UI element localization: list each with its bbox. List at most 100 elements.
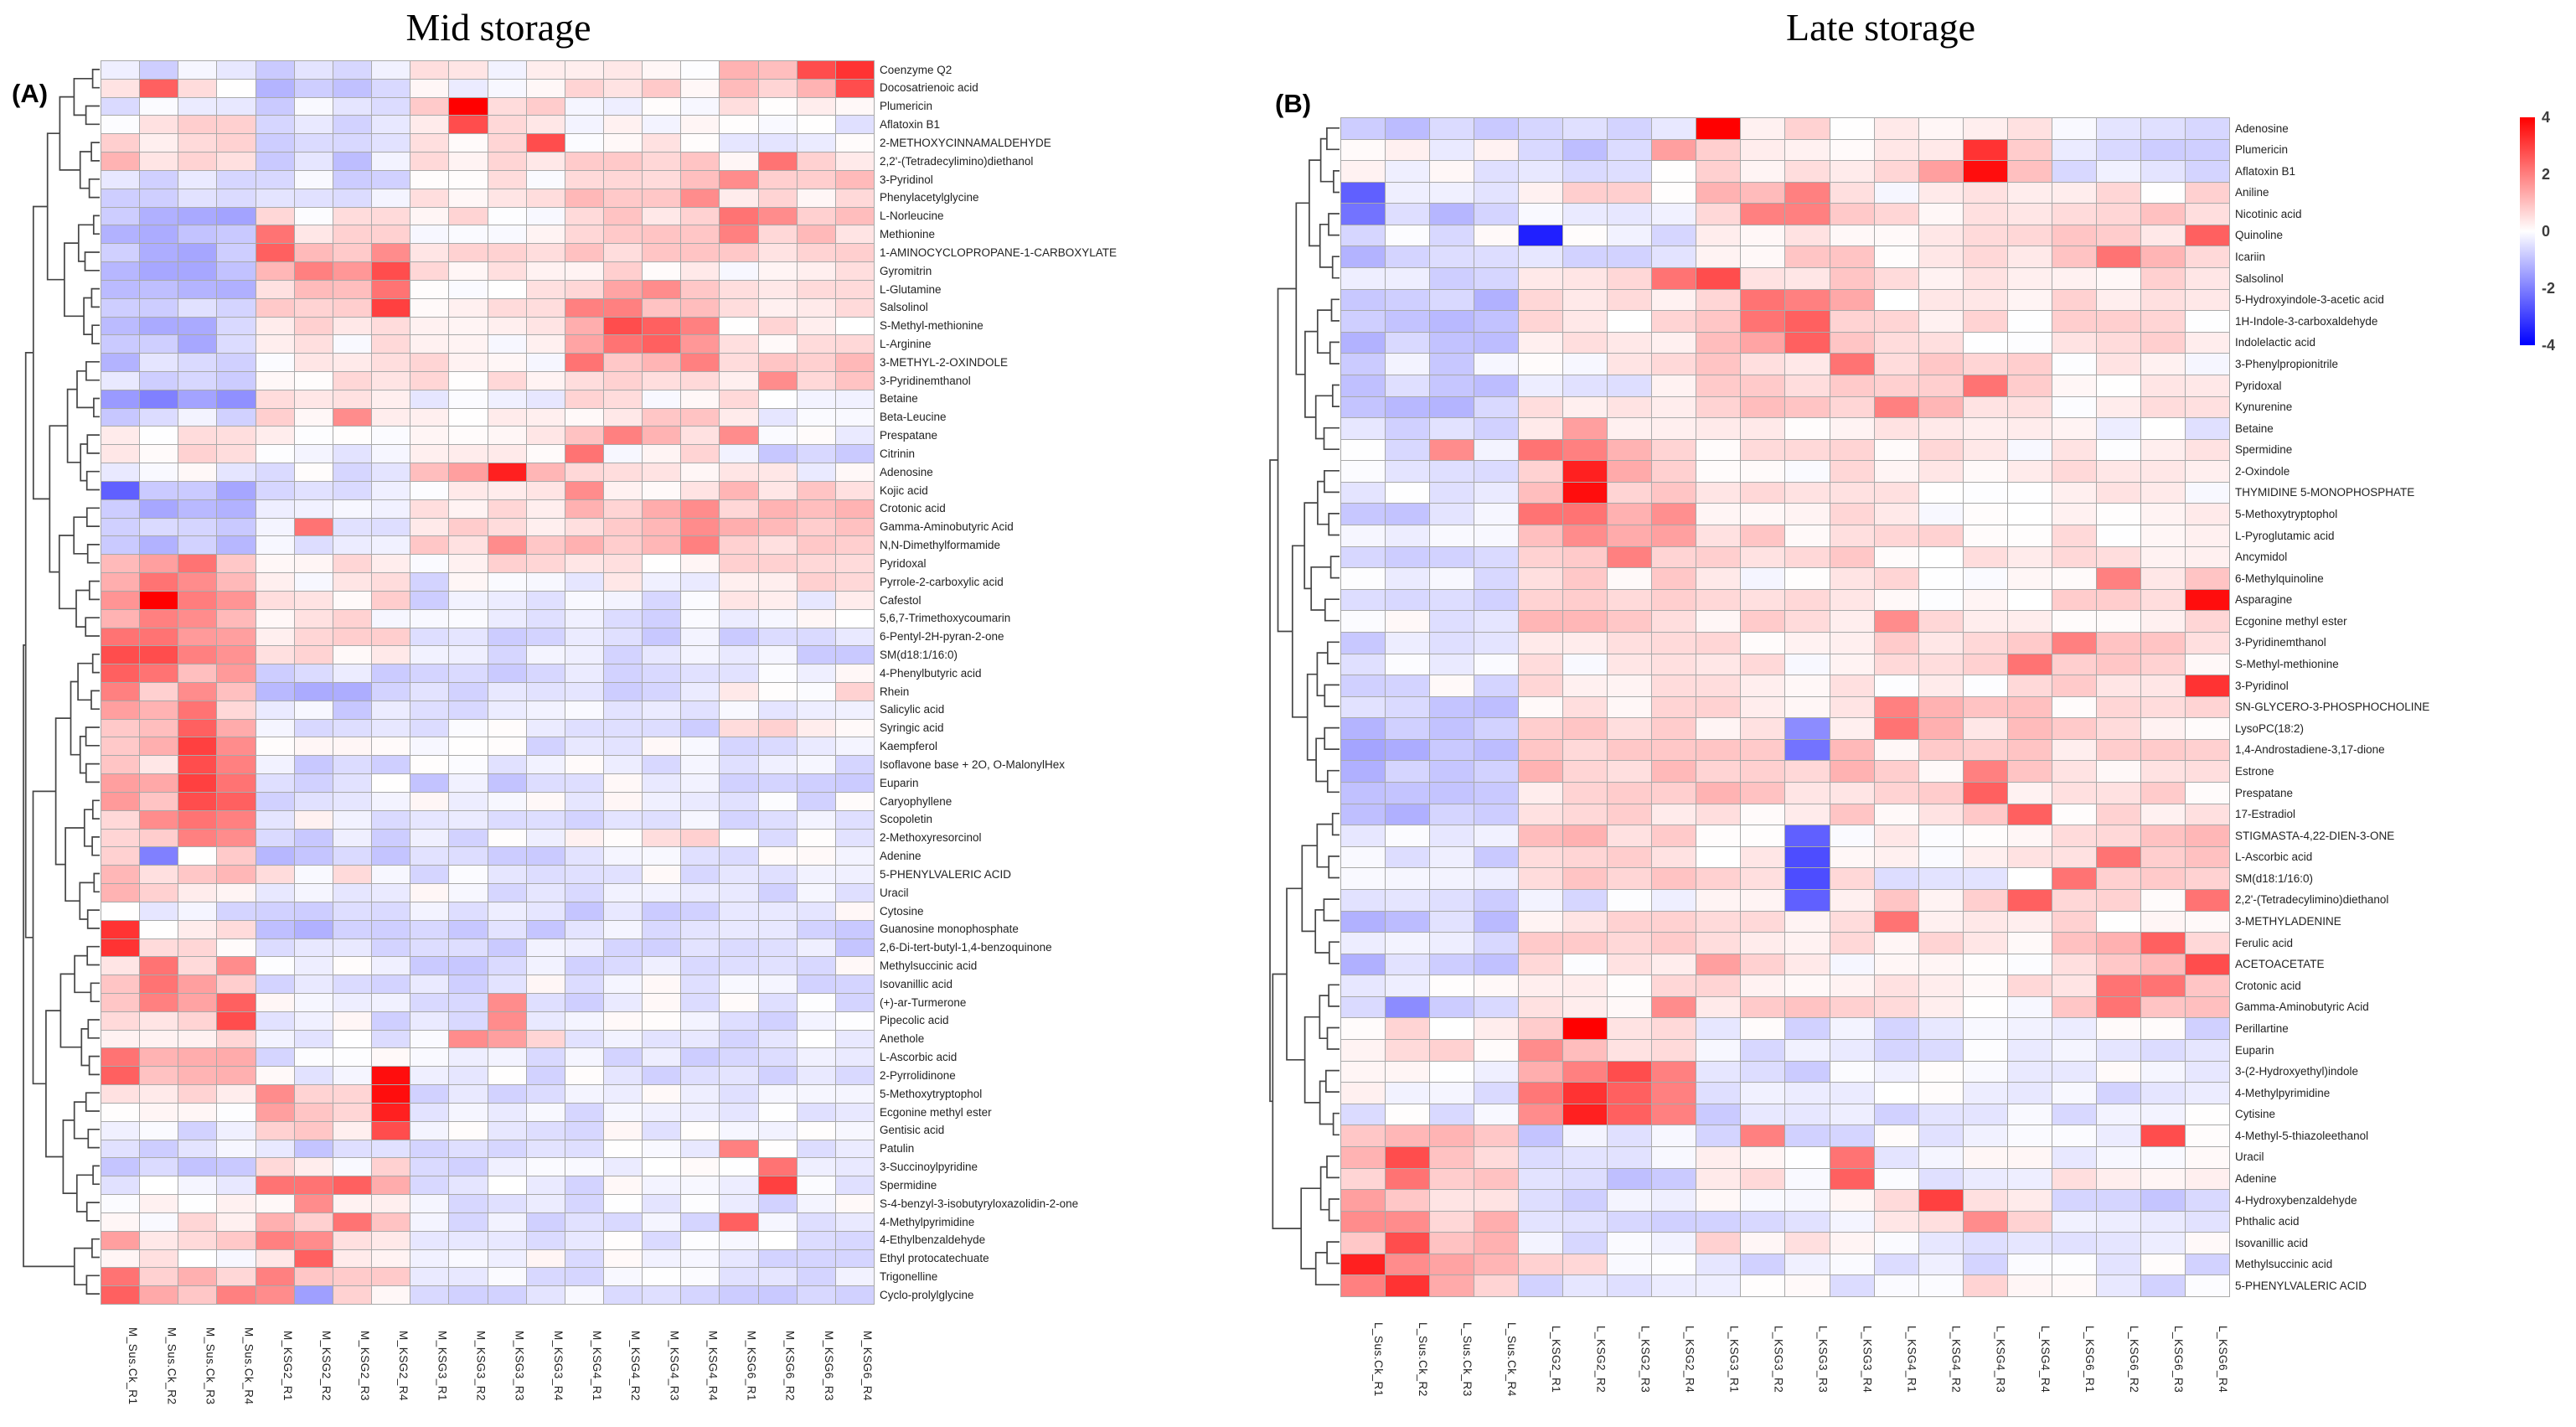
heatmap-cell [2185, 718, 2229, 739]
heatmap-cell [526, 683, 565, 701]
heatmap-cell [256, 61, 294, 79]
heatmap-cell [294, 408, 333, 427]
heatmap-cell [2096, 139, 2140, 161]
heatmap-cell [1785, 996, 1830, 1018]
heatmap-cell [488, 79, 526, 97]
heatmap-cell [758, 518, 797, 536]
row-label: Adenine [2235, 1172, 2277, 1186]
heatmap-cell [217, 1067, 256, 1085]
heatmap-cell [333, 1286, 372, 1304]
heatmap-cell [681, 1103, 720, 1121]
row-label: Gyromitrin [880, 264, 932, 277]
heatmap-cell [643, 829, 681, 847]
heatmap-cell [1874, 418, 1918, 439]
heatmap-cell [1474, 804, 1519, 825]
heatmap-cell [1608, 1168, 1652, 1190]
heatmap-cell [1741, 225, 1785, 246]
heatmap-cell [333, 719, 372, 737]
heatmap-cell [372, 390, 410, 408]
row-label: Prespatane [880, 429, 938, 442]
heatmap-cell [217, 975, 256, 993]
heatmap-cell [643, 609, 681, 628]
heatmap-cell [1741, 504, 1785, 525]
heatmap-cell [294, 774, 333, 792]
heatmap-cell [178, 1212, 217, 1231]
heatmap-cell [681, 1249, 720, 1268]
heatmap-cell [758, 408, 797, 427]
heatmap-cell [1519, 654, 1563, 675]
heatmap-cell [2096, 1018, 2140, 1040]
row-label: ACETOACETATE [2235, 958, 2325, 971]
heatmap-cell [372, 555, 410, 573]
heatmap-cell [643, 79, 681, 97]
heatmap-cell [1563, 632, 1608, 654]
heatmap-cell [1830, 1275, 1874, 1296]
heatmap-cell [565, 847, 603, 866]
heatmap-cell [1608, 975, 1652, 996]
heatmap-cell [720, 1249, 758, 1268]
heatmap-cell [643, 317, 681, 335]
heatmap-cell [1696, 182, 1741, 204]
heatmap-cell [603, 1231, 643, 1249]
heatmap-cell [720, 774, 758, 792]
heatmap-cell [2096, 933, 2140, 954]
row-label: Trigonelline [880, 1270, 938, 1283]
heatmap-cell [1874, 1061, 1918, 1083]
heatmap-cell [217, 628, 256, 646]
heatmap-cell [565, 536, 603, 555]
heatmap-cell [1386, 954, 1430, 975]
heatmap-cell [178, 481, 217, 499]
heatmap-cell [797, 646, 835, 664]
heatmap-cell [410, 1158, 449, 1176]
row-label: 5-Methoxytryptophol [880, 1087, 983, 1100]
heatmap-cell [1341, 654, 1386, 675]
heatmap-cell [410, 244, 449, 262]
heatmap-cell [1918, 289, 1963, 311]
heatmap-cell [1563, 1040, 1608, 1061]
heatmap-cell [1430, 182, 1474, 204]
heatmap-cell [1563, 718, 1608, 739]
heatmap-cell [1341, 889, 1386, 911]
heatmap-cell [2185, 161, 2229, 182]
heatmap-cell [1386, 1061, 1430, 1083]
heatmap-cell [1341, 718, 1386, 739]
heatmap-cell [101, 938, 140, 957]
heatmap-cell [835, 1212, 874, 1231]
heatmap-cell [1874, 611, 1918, 632]
heatmap-cell [2096, 354, 2140, 375]
heatmap-cell [2096, 1254, 2140, 1275]
row-label: Crotonic acid [880, 502, 946, 515]
row-label: Gentisic acid [880, 1124, 945, 1137]
heatmap-cell [256, 1268, 294, 1286]
heatmap-cell [1652, 868, 1696, 889]
heatmap-cell [1519, 1040, 1563, 1061]
heatmap-cell [603, 994, 643, 1011]
heatmap-cell [1963, 1254, 2007, 1275]
heatmap-cell [333, 920, 372, 938]
heatmap-cell [526, 646, 565, 664]
heatmap-cell [140, 938, 178, 957]
heatmap-cell [410, 829, 449, 847]
heatmap-cell [681, 591, 720, 609]
heatmap-cell [681, 829, 720, 847]
heatmap-cell [681, 207, 720, 225]
heatmap-cell [449, 116, 488, 134]
heatmap-cell [797, 938, 835, 957]
heatmap-cell [681, 555, 720, 573]
heatmap-cell [2052, 439, 2096, 461]
heatmap-cell [797, 1030, 835, 1048]
heatmap-cell [410, 1176, 449, 1195]
heatmap-cell [1785, 783, 1830, 804]
heatmap-cell [797, 518, 835, 536]
heatmap-cell [449, 719, 488, 737]
heatmap-cell [1341, 161, 1386, 182]
heatmap-cell [1741, 568, 1785, 589]
heatmap-cell [835, 920, 874, 938]
heatmap-cell [720, 701, 758, 719]
heatmap-cell [217, 262, 256, 280]
heatmap-cell [101, 445, 140, 463]
heatmap-cell [1963, 696, 2007, 718]
row-label: Methylsuccinic acid [2235, 1258, 2333, 1271]
heatmap-cell [1918, 1061, 1963, 1083]
heatmap-cell [681, 61, 720, 79]
